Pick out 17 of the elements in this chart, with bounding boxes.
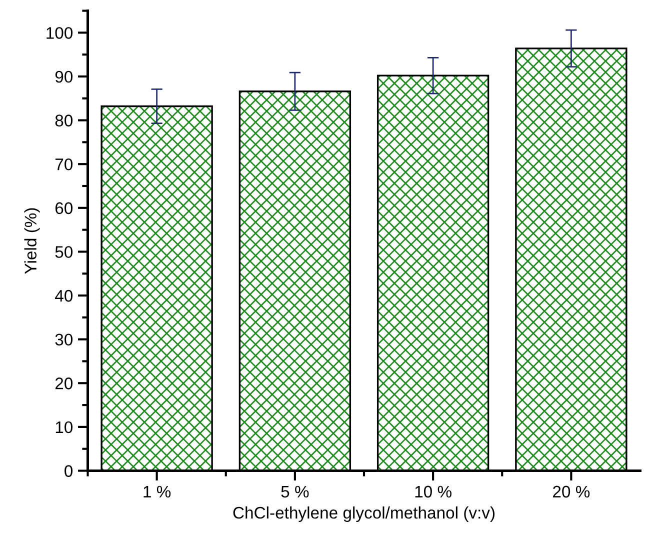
x-tick-label: 5 %	[281, 486, 309, 498]
y-tick-label: 100	[46, 27, 73, 39]
x-tick-label: 20 %	[553, 486, 590, 498]
y-tick-label: 50	[55, 246, 73, 258]
y-tick-label: 20	[55, 378, 73, 390]
y-tick-label: 30	[55, 334, 73, 346]
y-axis-title: Yield (%)	[24, 208, 40, 274]
y-tick-label: 60	[55, 202, 73, 214]
y-tick-label: 10	[56, 421, 73, 434]
x-tick-label: 10 %	[415, 486, 452, 498]
y-tick-label: 80	[55, 114, 73, 126]
y-tick-label: 40	[55, 290, 73, 302]
x-tick-label: 1 %	[144, 486, 171, 498]
y-tick-label: 70	[55, 158, 73, 170]
y-tick-label: 0	[64, 465, 73, 477]
x-axis-title: ChCl-ethylene glycol/methanol (v:v)	[233, 506, 495, 522]
y-tick-label: 90	[55, 70, 73, 83]
